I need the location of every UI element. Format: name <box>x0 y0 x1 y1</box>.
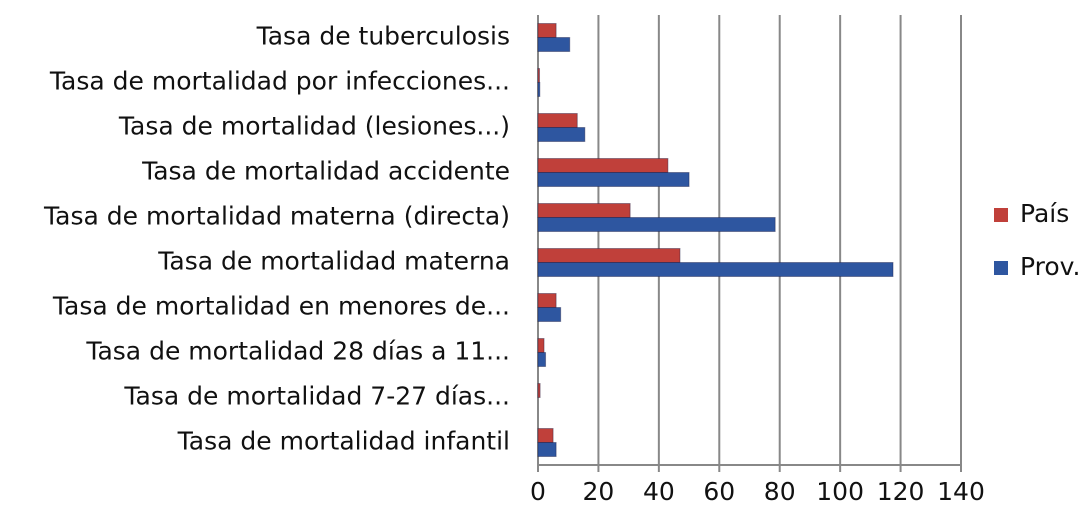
legend-label: País <box>1020 199 1069 228</box>
bar <box>537 23 557 38</box>
bar <box>537 172 690 187</box>
x-tick-label: 20 <box>583 477 615 505</box>
bar <box>537 68 541 83</box>
y-tick-label: Tasa de tuberculosis <box>256 22 510 51</box>
y-tick-label: Tasa de mortalidad 28 días a 11... <box>85 337 510 366</box>
bar <box>537 248 681 263</box>
x-tick-label: 100 <box>816 477 864 505</box>
bar <box>537 383 541 398</box>
y-tick-label: Tasa de mortalidad (lesiones...) <box>118 112 510 141</box>
x-tick-label: 140 <box>937 477 985 505</box>
bar <box>537 217 776 232</box>
bar <box>537 338 545 353</box>
y-tick-label: Tasa de mortalidad materna (directa) <box>43 202 510 231</box>
x-tick-label: 60 <box>703 477 735 505</box>
bar <box>537 307 562 322</box>
legend-swatch <box>994 261 1008 275</box>
y-tick-label: Tasa de mortalidad materna <box>157 247 510 276</box>
bar <box>537 127 586 142</box>
bar <box>537 158 669 173</box>
bar <box>537 82 541 97</box>
y-tick-label: Tasa de mortalidad 7-27 días... <box>123 382 510 411</box>
bar <box>537 428 554 443</box>
y-tick-label: Tasa de mortalidad por infecciones... <box>49 67 510 96</box>
bar <box>537 293 557 308</box>
bar <box>537 37 571 52</box>
legend-label: Prov. <box>1020 252 1080 281</box>
y-tick-label: Tasa de mortalidad en menores de... <box>52 292 510 321</box>
x-tick-label: 0 <box>530 477 546 505</box>
legend-swatch <box>994 208 1008 222</box>
bar <box>537 113 578 128</box>
bar <box>537 352 547 367</box>
x-tick-label: 120 <box>877 477 925 505</box>
bar <box>537 203 631 218</box>
bar <box>537 442 557 457</box>
y-tick-label: Tasa de mortalidad accidente <box>141 157 510 186</box>
y-tick-label: Tasa de mortalidad infantil <box>177 427 510 456</box>
x-tick-label: 80 <box>764 477 796 505</box>
bar <box>537 262 894 277</box>
x-tick-label: 40 <box>643 477 675 505</box>
